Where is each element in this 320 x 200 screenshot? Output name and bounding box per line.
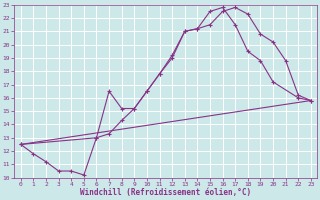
X-axis label: Windchill (Refroidissement éolien,°C): Windchill (Refroidissement éolien,°C) bbox=[80, 188, 252, 197]
